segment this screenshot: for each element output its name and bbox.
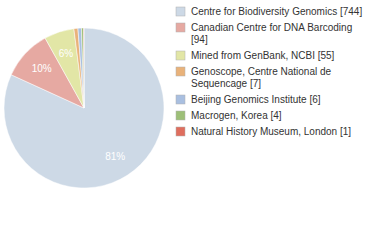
legend-label-line: Genoscope, Centre National de xyxy=(191,66,332,77)
legend-item: Mined from GenBank, NCBI [55] xyxy=(176,50,335,61)
legend-swatch xyxy=(176,67,185,76)
legend-label-line: Beijing Genomics Institute [6] xyxy=(191,94,321,105)
legend-swatch xyxy=(176,95,185,104)
legend-label-line: [94] xyxy=(191,34,208,45)
legend-swatch xyxy=(176,127,185,136)
pie-slice xyxy=(78,28,84,108)
legend-label: Beijing Genomics Institute [6] xyxy=(191,94,321,105)
data-label: 10% xyxy=(32,63,52,74)
legend-item: Macrogen, Korea [4] xyxy=(176,110,282,121)
data-labels: 81% 10% 6% xyxy=(32,48,126,162)
chart: 81% 10% 6% Centre for Biodiversity Genomics… xyxy=(0,0,380,240)
legend-item: Canadian Centre for DNA Barcoding[94] xyxy=(176,22,352,45)
legend-item: Natural History Museum, London [1] xyxy=(176,126,351,137)
pie-slice xyxy=(74,28,84,108)
legend-swatch xyxy=(176,51,185,60)
legend-label: Canadian Centre for DNA Barcoding[94] xyxy=(191,22,352,45)
legend-label: Genoscope, Centre National deSequencage … xyxy=(191,66,332,89)
legend-swatch xyxy=(176,7,185,16)
pie xyxy=(4,28,164,188)
data-label: 81% xyxy=(105,151,125,162)
legend-label-line: Mined from GenBank, NCBI [55] xyxy=(191,50,335,61)
legend-label: Macrogen, Korea [4] xyxy=(191,110,282,121)
legend-item: Beijing Genomics Institute [6] xyxy=(176,94,321,105)
legend-swatch xyxy=(176,111,185,120)
legend-label: Centre for Biodiversity Genomics [744] xyxy=(191,6,362,17)
legend-item: Centre for Biodiversity Genomics [744] xyxy=(176,6,362,17)
legend-label-line: Macrogen, Korea [4] xyxy=(191,110,282,121)
legend-label-line: Centre for Biodiversity Genomics [744] xyxy=(191,6,362,17)
legend: Centre for Biodiversity Genomics [744] Ca… xyxy=(176,6,362,137)
legend-swatch xyxy=(176,23,185,32)
pie-slice xyxy=(83,28,85,108)
legend-label: Mined from GenBank, NCBI [55] xyxy=(191,50,335,61)
pie-slice xyxy=(81,28,84,108)
legend-label-line: Sequencage [7] xyxy=(191,78,261,89)
legend-label: Natural History Museum, London [1] xyxy=(191,126,351,137)
legend-label-line: Canadian Centre for DNA Barcoding xyxy=(191,22,352,33)
data-label: 6% xyxy=(59,48,74,59)
legend-item: Genoscope, Centre National deSequencage … xyxy=(176,66,332,89)
legend-label-line: Natural History Museum, London [1] xyxy=(191,126,351,137)
pie-slice xyxy=(4,28,164,188)
